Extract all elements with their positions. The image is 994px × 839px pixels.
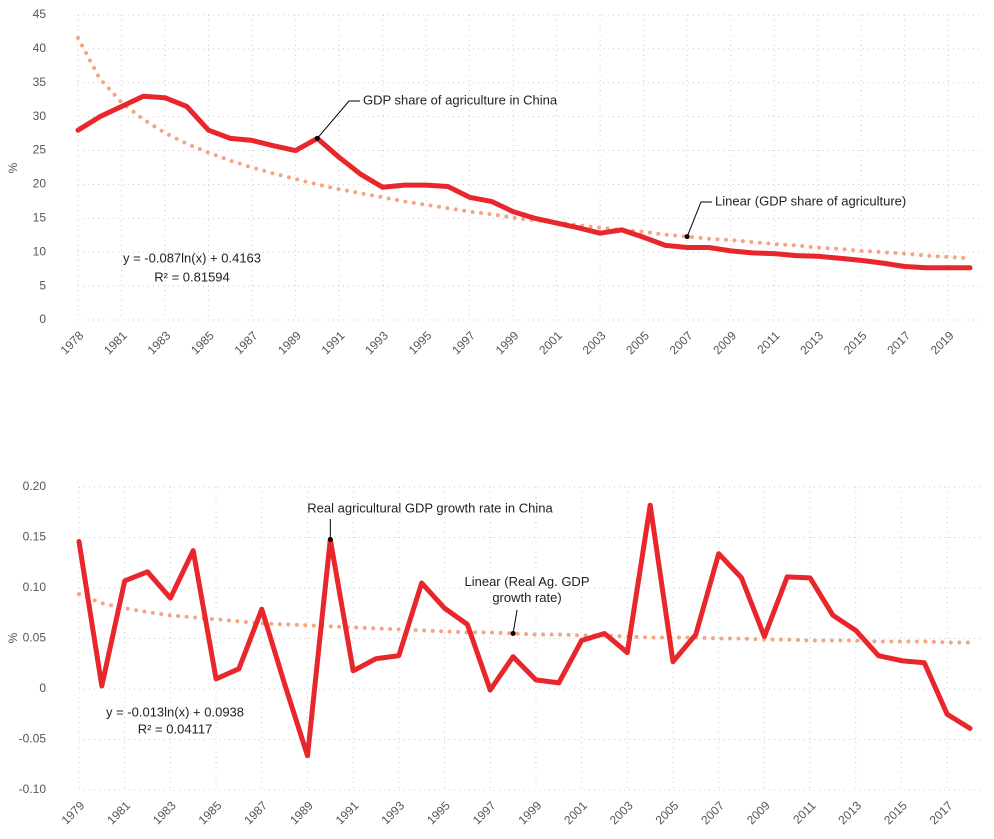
- y-tick-label: 0: [39, 681, 46, 695]
- x-tick-label: 1995: [406, 328, 435, 357]
- series-line: [75, 93, 973, 271]
- x-tick-label: 1991: [333, 798, 362, 827]
- leader-line: [512, 609, 518, 634]
- x-tick-label: 1983: [150, 798, 179, 827]
- x-tick-label: 1979: [59, 798, 88, 827]
- x-tick-label: 2009: [744, 798, 773, 827]
- x-tick-label: 1993: [362, 328, 391, 357]
- label-point: [684, 234, 690, 240]
- x-tick-label: 1987: [241, 798, 270, 827]
- x-tick-label: 1989: [275, 328, 304, 357]
- y-tick-label: 25: [33, 143, 47, 157]
- y-tick-label: 0.05: [23, 631, 47, 645]
- series-line: [76, 36, 972, 261]
- y-tick-label: 40: [33, 41, 47, 55]
- x-tick-label: 1997: [470, 798, 499, 827]
- x-tick-label: 2003: [607, 798, 636, 827]
- leader-line: [316, 100, 360, 139]
- series-label: GDP share of agriculture in China: [363, 92, 558, 107]
- y-axis-label: %: [6, 632, 20, 643]
- label-point: [314, 135, 320, 141]
- x-tick-label: 2009: [710, 328, 739, 357]
- y-tick-label: 35: [33, 75, 47, 89]
- x-tick-label: 1995: [424, 798, 453, 827]
- x-tick-label: 2007: [698, 798, 727, 827]
- series-label-box: Linear (Real Ag. GDP growth rate): [464, 574, 590, 605]
- y-axis-label: %: [6, 162, 20, 173]
- y-tick-label: 0.15: [23, 530, 47, 544]
- series-line: [76, 502, 973, 759]
- x-tick-label: 2011: [754, 328, 782, 356]
- series-label: Linear (GDP share of agriculture): [715, 193, 906, 208]
- x-tick-label: 1978: [58, 328, 87, 357]
- x-tick-label: 1999: [516, 798, 545, 827]
- x-tick-label: 1981: [101, 328, 130, 357]
- x-tick-label: 2007: [667, 328, 696, 357]
- x-tick-label: 2013: [835, 798, 864, 827]
- label-point: [327, 537, 333, 543]
- x-tick-label: 1989: [287, 798, 316, 827]
- x-tick-label: 2011: [790, 798, 818, 826]
- y-tick-label: 10: [33, 244, 47, 258]
- y-tick-label: 0.20: [23, 479, 47, 493]
- leader-line: [686, 201, 712, 237]
- equation: y = -0.013ln(x) + 0.0938: [106, 704, 244, 719]
- x-tick-label: 2015: [881, 798, 910, 827]
- y-tick-label: 5: [39, 278, 46, 292]
- x-tick-label: 2019: [928, 328, 957, 357]
- x-tick-label: 1999: [493, 328, 522, 357]
- x-tick-label: 2017: [927, 798, 956, 827]
- x-tick-label: 1983: [145, 328, 174, 357]
- x-tick-label: 1985: [188, 328, 217, 357]
- equation: R² = 0.81594: [154, 269, 230, 284]
- y-tick-label: 30: [33, 109, 47, 123]
- series-label: Linear (Real Ag. GDP growth rate): [464, 574, 590, 605]
- y-tick-label: 20: [33, 177, 47, 191]
- x-tick-label: 2001: [561, 798, 590, 827]
- y-tick-label: 0: [39, 312, 46, 326]
- x-tick-label: 2013: [797, 328, 826, 357]
- y-tick-label: -0.10: [19, 782, 47, 796]
- x-tick-label: 2005: [653, 798, 682, 827]
- series-line: [77, 592, 972, 645]
- equation: y = -0.087ln(x) + 0.4163: [123, 250, 261, 265]
- x-tick-label: 2005: [623, 328, 652, 357]
- y-tick-label: -0.05: [19, 732, 47, 746]
- x-tick-label: 1985: [196, 798, 225, 827]
- x-tick-label: 1981: [104, 798, 133, 827]
- label-point: [510, 630, 516, 636]
- x-tick-label: 1993: [378, 798, 407, 827]
- x-tick-label: 2003: [580, 328, 609, 357]
- x-tick-label: 1987: [232, 328, 261, 357]
- series-label: Real agricultural GDP growth rate in Chi…: [307, 500, 553, 515]
- x-tick-label: 2015: [841, 328, 870, 357]
- y-tick-label: 0.10: [23, 580, 47, 594]
- x-tick-label: 2001: [536, 328, 565, 357]
- equation: R² = 0.04117: [138, 721, 213, 736]
- y-tick-label: 45: [33, 7, 47, 21]
- x-tick-label: 2017: [884, 328, 913, 357]
- x-tick-label: 1991: [319, 328, 348, 357]
- y-tick-label: 15: [33, 211, 47, 225]
- x-tick-label: 1997: [449, 328, 478, 357]
